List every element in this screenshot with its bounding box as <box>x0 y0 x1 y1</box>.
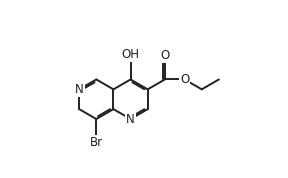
Text: Br: Br <box>90 136 103 149</box>
Text: N: N <box>126 112 135 125</box>
Text: N: N <box>75 83 84 96</box>
Text: O: O <box>160 49 169 62</box>
Text: O: O <box>180 73 189 86</box>
Text: OH: OH <box>122 48 140 61</box>
